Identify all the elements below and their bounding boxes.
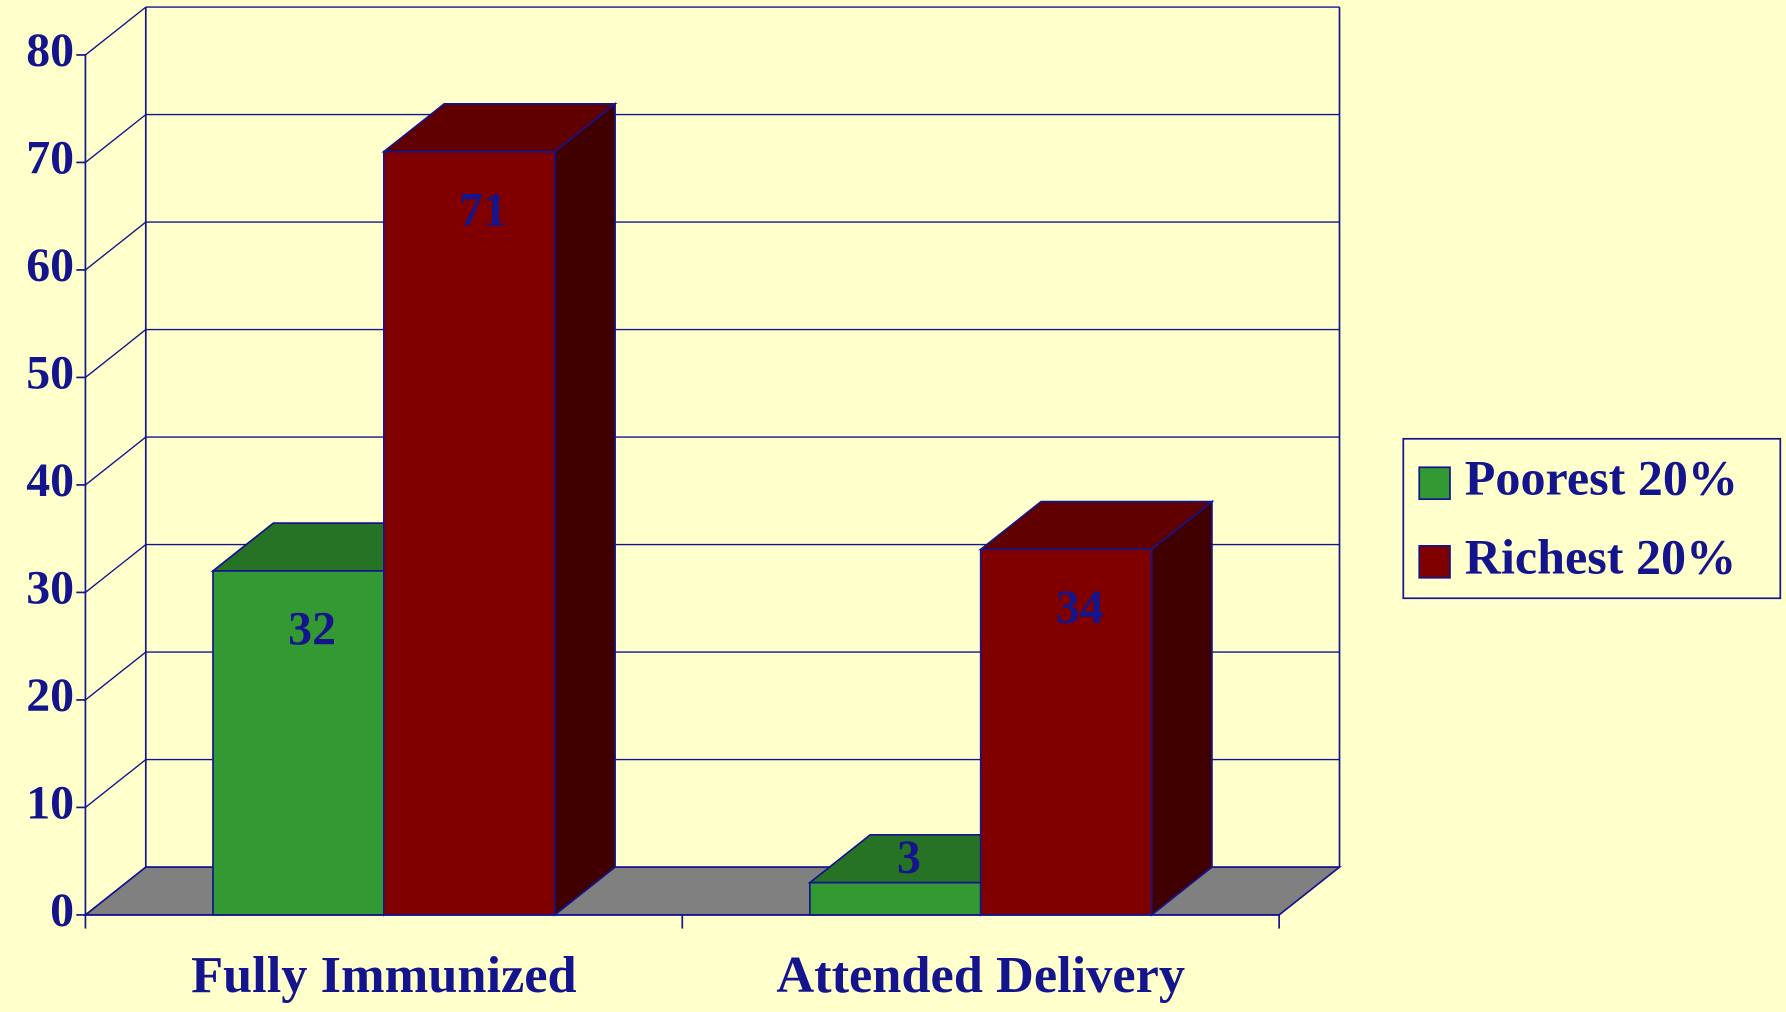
x-tick-label: Fully Immunized xyxy=(191,946,577,1004)
grid-line xyxy=(85,544,147,593)
grid-line xyxy=(85,221,147,271)
legend-swatch xyxy=(1418,545,1451,579)
y-tick-label: 10 xyxy=(26,776,74,829)
bar xyxy=(808,881,982,916)
legend-box xyxy=(1402,437,1782,600)
legend-label: Poorest 20% xyxy=(1465,450,1738,506)
grid-line xyxy=(85,329,147,378)
grid-line xyxy=(85,114,147,163)
bar-side xyxy=(553,102,616,917)
grid-line xyxy=(85,436,147,486)
value-label: 3 xyxy=(897,831,921,884)
y-tick-label: 0 xyxy=(50,884,74,937)
grid-line xyxy=(85,651,147,701)
bar xyxy=(212,570,385,916)
bar-side xyxy=(1150,499,1213,917)
grid-line xyxy=(85,866,147,916)
y-tick-label: 50 xyxy=(26,346,74,399)
y-tick-label: 30 xyxy=(26,561,74,614)
grid-line xyxy=(85,759,147,808)
y-tick-label: 40 xyxy=(26,454,74,507)
bar xyxy=(382,150,556,916)
y-tick-label: 20 xyxy=(26,669,74,722)
x-tick-label: Attended Delivery xyxy=(776,946,1185,1004)
y-tick-label: 70 xyxy=(26,131,74,184)
y-tick-label: 80 xyxy=(26,24,74,77)
grid-line xyxy=(85,6,147,56)
value-label: 71 xyxy=(459,183,507,236)
value-label: 34 xyxy=(1056,581,1104,634)
y-tick-label: 60 xyxy=(26,239,74,292)
bar xyxy=(979,548,1153,916)
legend-label: Richest 20% xyxy=(1465,528,1736,584)
legend-swatch xyxy=(1418,466,1451,501)
value-label: 32 xyxy=(288,603,336,656)
